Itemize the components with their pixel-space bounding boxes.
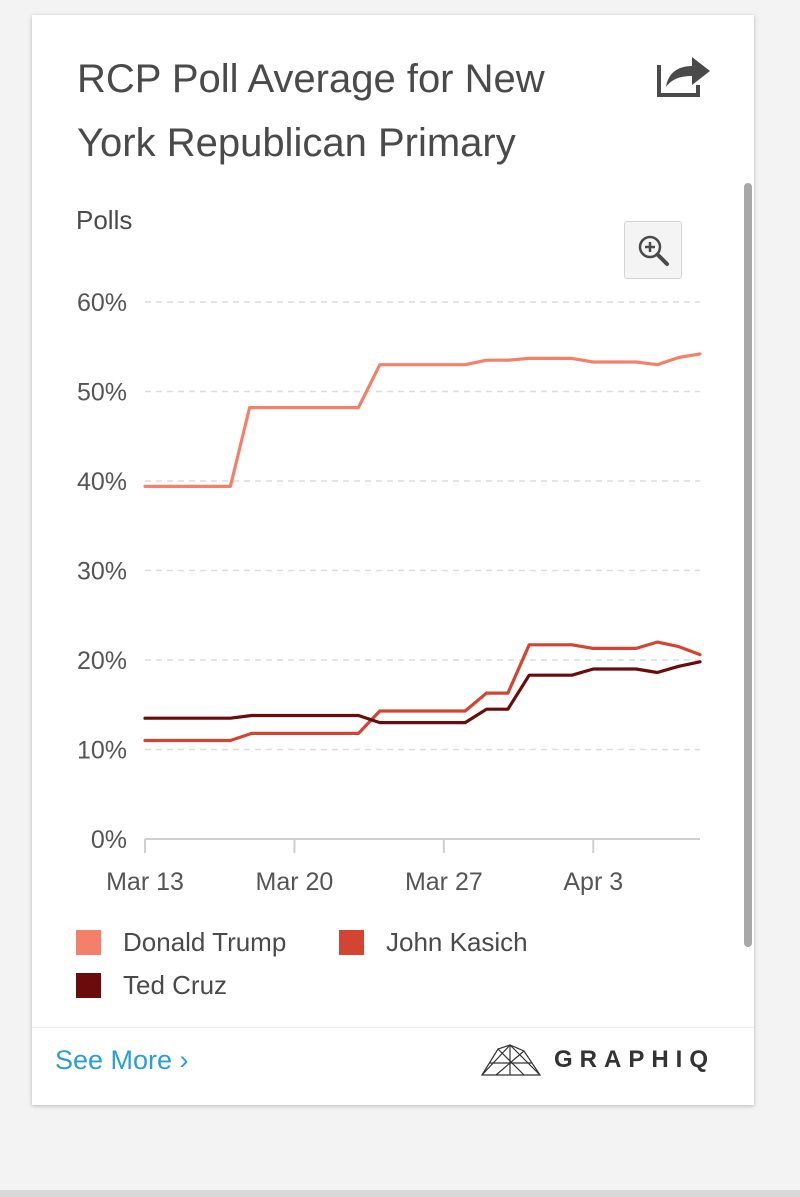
legend-label-trump: Donald Trump [123,927,287,957]
chart-title: RCP Poll Average for New York Republican… [77,57,545,165]
line-chart: 0% 10% 20% 30% 40% 50% 60% Mar 13 Mar 20 Mar 27 Ap… [77,289,702,896]
zoom-in-icon [638,235,669,266]
y-tick-label: 30% [77,558,127,586]
y-tick-label: 0% [91,826,127,854]
y-axis-label: Polls [76,205,133,235]
legend-swatch-trump [76,930,101,955]
x-tick-label: Mar 27 [405,868,483,896]
share-button[interactable] [656,51,712,99]
legend-swatch-kasich [339,930,364,955]
graphiq-logo-icon [480,1044,542,1076]
y-tick-label: 50% [77,379,127,407]
chart-card: RCP Poll Average for New York Republican… [32,15,754,1105]
x-tick-label: Mar 13 [106,868,184,896]
legend-item-kasich[interactable]: John Kasich [339,927,528,958]
scrollbar[interactable] [744,183,752,947]
legend-item-cruz[interactable]: Ted Cruz [76,970,227,1001]
legend-label-kasich: John Kasich [386,927,528,957]
legend-label-cruz: Ted Cruz [123,970,228,1000]
series-line-ted-cruz [143,660,702,725]
bottom-edge [0,1190,800,1197]
x-tick-label: Apr 3 [563,868,623,896]
footer-divider [32,1027,754,1028]
y-tick-label: 10% [77,737,127,765]
series-line-donald-trump [143,352,702,488]
legend-swatch-cruz [76,973,101,998]
y-tick-label: 20% [77,647,127,675]
graphiq-brand[interactable]: GRAPHIQ [480,1043,715,1077]
y-tick-label: 60% [77,289,127,317]
see-more-link[interactable]: See More › [55,1045,189,1075]
y-tick-label: 40% [77,468,127,496]
legend-item-trump[interactable]: Donald Trump [76,927,286,958]
series-line-john-kasich [143,640,702,743]
x-tick-label: Mar 20 [256,868,334,896]
share-icon [657,57,710,97]
brand-name: GRAPHIQ [554,1046,716,1073]
zoom-button[interactable] [624,221,682,279]
